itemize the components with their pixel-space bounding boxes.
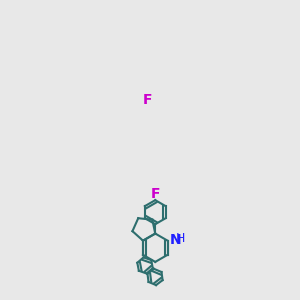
Text: F: F: [151, 187, 160, 201]
Text: H: H: [176, 232, 185, 245]
Text: F: F: [142, 93, 152, 107]
Text: N: N: [169, 233, 181, 247]
